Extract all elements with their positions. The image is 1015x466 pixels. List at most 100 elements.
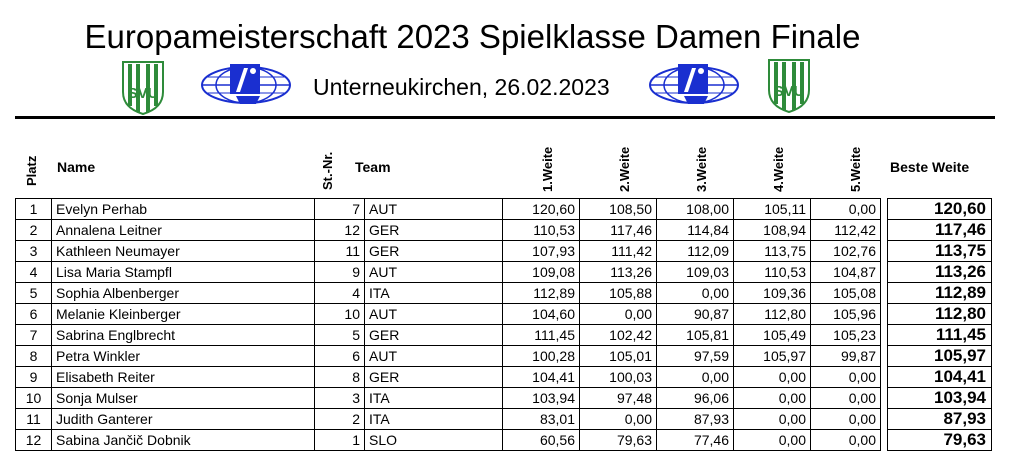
cell-weite-2: 100,03 (579, 366, 657, 388)
best-row: 104,41 (887, 366, 992, 388)
cell-beste-weite: 103,94 (887, 387, 992, 409)
globe-federation-logo-left (201, 64, 291, 104)
event-location-date: Unterneukirchen, 26.02.2023 (313, 74, 610, 100)
cell-weite-4: 110,53 (733, 261, 811, 283)
cell-team: GER (364, 219, 503, 241)
cell-startnr: 9 (314, 261, 365, 283)
cell-startnr: 6 (314, 345, 365, 367)
cell-startnr: 12 (314, 219, 365, 241)
cell-team: GER (364, 324, 503, 346)
cell-team: AUT (364, 198, 503, 220)
cell-startnr: 10 (314, 303, 365, 325)
cell-startnr: 8 (314, 366, 365, 388)
cell-weite-2: 0,00 (579, 303, 657, 325)
best-row: 79,63 (887, 429, 992, 451)
cell-platz: 11 (15, 408, 52, 430)
col-header-weite-4: 4.Weite (771, 146, 786, 192)
best-row: 113,26 (887, 261, 992, 283)
cell-weite-3: 108,00 (656, 198, 734, 220)
cell-team: AUT (364, 345, 503, 367)
cell-weite-4: 113,75 (733, 240, 811, 262)
cell-weite-2: 97,48 (579, 387, 657, 409)
best-row: 87,93 (887, 408, 992, 430)
cell-weite-1: 83,01 (502, 408, 580, 430)
table-row: 2 Annalena Leitner 12 GER 110,53 117,46 114,84… (15, 219, 881, 241)
cell-weite-5: 105,23 (810, 324, 881, 346)
table-row: 1 Evelyn Perhab 7 AUT 120,60 108,50 108,00 105,… (15, 198, 881, 220)
col-header-platz: Platz (24, 155, 39, 186)
col-header-startnr: St.-Nr. (320, 151, 335, 190)
cell-platz: 7 (15, 324, 52, 346)
cell-startnr: 5 (314, 324, 365, 346)
cell-weite-2: 102,42 (579, 324, 657, 346)
cell-startnr: 2 (314, 408, 365, 430)
cell-name: Sabina Jančič Dobnik (51, 429, 315, 451)
cell-startnr: 1 (314, 429, 365, 451)
globe-federation-logo-right (649, 64, 739, 104)
cell-weite-5: 99,87 (810, 345, 881, 367)
cell-weite-2: 113,26 (579, 261, 657, 283)
cell-weite-5: 105,96 (810, 303, 881, 325)
cell-team: ITA (364, 408, 503, 430)
cell-weite-5: 0,00 (810, 429, 881, 451)
cell-weite-5: 105,08 (810, 282, 881, 304)
cell-weite-1: 111,45 (502, 324, 580, 346)
cell-beste-weite: 105,97 (887, 345, 992, 367)
cell-beste-weite: 113,75 (887, 240, 992, 262)
cell-team: AUT (364, 261, 503, 283)
cell-weite-1: 110,53 (502, 219, 580, 241)
cell-weite-5: 102,76 (810, 240, 881, 262)
cell-weite-4: 108,94 (733, 219, 811, 241)
cell-beste-weite: 117,46 (887, 219, 992, 241)
cell-weite-4: 112,80 (733, 303, 811, 325)
table-row: 5 Sophia Albenberger 4 ITA 112,89 105,88 0,00 1… (15, 282, 881, 304)
cell-weite-1: 109,08 (502, 261, 580, 283)
cell-beste-weite: 104,41 (887, 366, 992, 388)
cell-name: Annalena Leitner (51, 219, 315, 241)
cell-name: Melanie Kleinberger (51, 303, 315, 325)
table-row: 7 Sabrina Englbrecht 5 GER 111,45 102,42 105,8… (15, 324, 881, 346)
best-row: 111,45 (887, 324, 992, 346)
cell-beste-weite: 111,45 (887, 324, 992, 346)
cell-name: Elisabeth Reiter (51, 366, 315, 388)
best-row: 117,46 (887, 219, 992, 241)
cell-name: Judith Ganterer (51, 408, 315, 430)
cell-weite-3: 0,00 (656, 366, 734, 388)
cell-weite-5: 104,87 (810, 261, 881, 283)
cell-weite-1: 120,60 (502, 198, 580, 220)
cell-weite-5: 0,00 (810, 408, 881, 430)
table-row: 4 Lisa Maria Stampfl 9 AUT 109,08 113,26 109,0… (15, 261, 881, 283)
table-row: 8 Petra Winkler 6 AUT 100,28 105,01 97,59 105,9… (15, 345, 881, 367)
best-distance-table: 120,60 117,46 113,75 113,26 112,89 112,80 111,… (887, 198, 992, 451)
cell-weite-4: 105,97 (733, 345, 811, 367)
cell-weite-3: 114,84 (656, 219, 734, 241)
cell-startnr: 11 (314, 240, 365, 262)
cell-weite-3: 96,06 (656, 387, 734, 409)
cell-weite-2: 105,88 (579, 282, 657, 304)
cell-weite-2: 117,46 (579, 219, 657, 241)
cell-team: GER (364, 366, 503, 388)
cell-weite-3: 0,00 (656, 282, 734, 304)
cell-weite-1: 112,89 (502, 282, 580, 304)
best-row: 105,97 (887, 345, 992, 367)
cell-weite-2: 0,00 (579, 408, 657, 430)
cell-weite-4: 0,00 (733, 408, 811, 430)
table-row: 9 Elisabeth Reiter 8 GER 104,41 100,03 0,00 0,0… (15, 366, 881, 388)
cell-team: GER (364, 240, 503, 262)
cell-platz: 1 (15, 198, 52, 220)
col-header-beste-weite: Beste Weite (890, 159, 970, 175)
cell-platz: 3 (15, 240, 52, 262)
cell-name: Lisa Maria Stampfl (51, 261, 315, 283)
cell-weite-4: 0,00 (733, 429, 811, 451)
cell-startnr: 3 (314, 387, 365, 409)
cell-weite-3: 87,93 (656, 408, 734, 430)
col-header-weite-2: 2.Weite (617, 146, 632, 192)
page-title: Europameisterschaft 2023 Spielklasse Dam… (84, 18, 861, 55)
cell-name: Kathleen Neumayer (51, 240, 315, 262)
best-row: 120,60 (887, 198, 992, 220)
cell-weite-4: 105,11 (733, 198, 811, 220)
cell-weite-1: 104,60 (502, 303, 580, 325)
table-row: 6 Melanie Kleinberger 10 AUT 104,60 0,00 90,87… (15, 303, 881, 325)
cell-name: Petra Winkler (51, 345, 315, 367)
cell-team: SLO (364, 429, 503, 451)
